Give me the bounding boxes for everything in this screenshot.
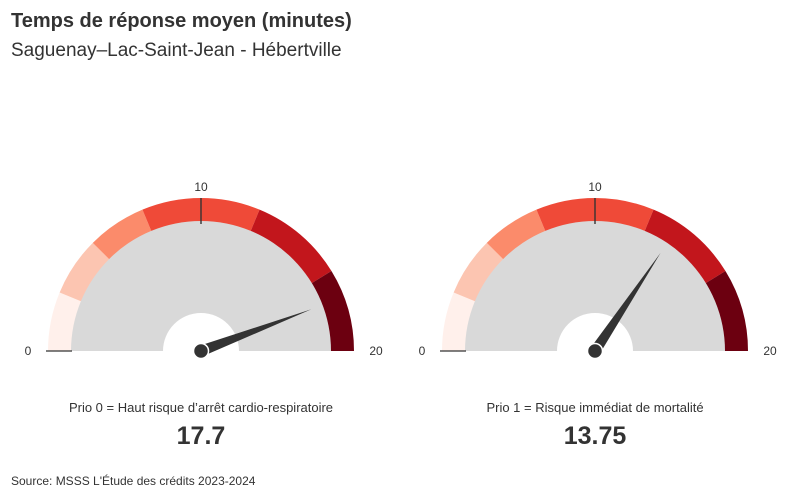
source-note: Source: MSSS L'Étude des crédits 2023-20… (11, 474, 256, 488)
gauge-tick-label-max: 20 (763, 344, 777, 358)
gauge-track (465, 221, 725, 351)
gauge-needle-hub (192, 342, 210, 360)
gauge-band-5 (249, 209, 332, 285)
gauge-band-2 (453, 242, 506, 303)
gauge-needle (199, 309, 312, 357)
gauge-tick-label-max: 20 (369, 344, 383, 358)
gauge-value-prio-1: 13.75 (563, 422, 627, 450)
gauge-prio-1: 0 10 20 (419, 180, 777, 360)
gauge-tick-label-mid: 10 (588, 180, 602, 194)
gauge-band-5 (643, 209, 726, 285)
gauge-value-prio-0: 17.7 (176, 422, 226, 450)
chart-title: Temps de réponse moyen (minutes) (11, 10, 352, 32)
gauge-band-6 (703, 271, 748, 351)
gauge-tick-label-mid: 10 (194, 180, 208, 194)
gauge-tick-label-min: 0 (25, 344, 32, 358)
gauge-track (71, 221, 331, 351)
gauge-caption-prio-1: Prio 1 = Risque immédiat de mortalité (486, 400, 704, 415)
gauge-caption-prio-0: Prio 0 = Haut risque d’arrêt cardio-resp… (68, 400, 334, 415)
gauge-band-3 (92, 209, 153, 262)
gauge-band-2 (59, 242, 112, 303)
gauge-tick-label-min: 0 (419, 344, 426, 358)
gauge-needle (590, 252, 661, 355)
gauge-prio-0: 0 10 20 (25, 180, 383, 360)
gauge-needle-hub (586, 342, 604, 360)
gauge-band-3 (486, 209, 547, 262)
chart-subtitle: Saguenay–Lac-Saint-Jean - Hébertville (11, 40, 342, 61)
gauge-band-6 (309, 271, 354, 351)
